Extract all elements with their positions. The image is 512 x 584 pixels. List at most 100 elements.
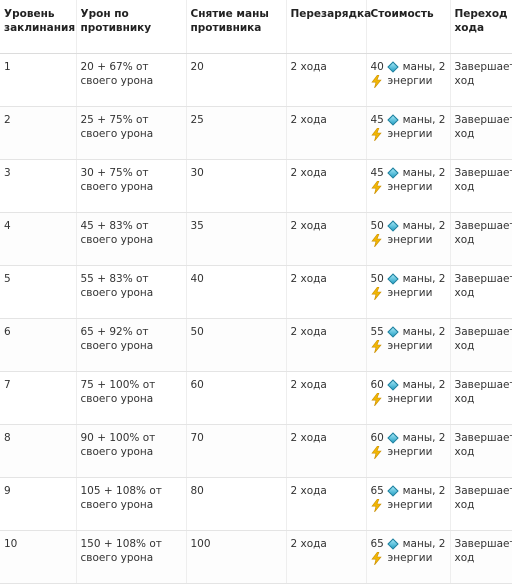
header-level: Уровень заклинания — [0, 0, 76, 54]
turn-cell: Завершает ход — [449, 212, 512, 266]
damage-cell: 45 + 83% от своего урона — [75, 212, 186, 266]
cost-mana-value: 60 — [370, 379, 384, 391]
cooldown-cell: 2 хода — [285, 371, 366, 425]
cost-energy-line: энергии — [370, 392, 446, 406]
cost-mana-line: 60 маны, 2 — [371, 431, 446, 445]
header-mana-drain: Снятие маны противника — [185, 0, 286, 54]
mana-crystal-icon — [388, 539, 398, 549]
cooldown-cell: 2 хода — [285, 106, 366, 160]
turn-cell: Завершает ход — [449, 265, 512, 319]
cost-mana-line: 40 маны, 2 — [371, 60, 446, 74]
cooldown-cell: 2 хода — [285, 212, 366, 266]
cost-energy-line: энергии — [370, 498, 446, 512]
energy-bolt-icon — [370, 339, 382, 353]
cost-mana-label: маны, 2 — [402, 114, 446, 126]
damage-cell: 30 + 75% от своего урона — [75, 159, 186, 213]
level-cell: 6 — [0, 318, 76, 372]
cost-mana-label: маны, 2 — [402, 538, 446, 550]
cost-energy-line: энергии — [370, 74, 446, 88]
cost-energy-label: энергии — [387, 552, 433, 564]
table-row: 3 30 + 75% от своего урона 30 2 хода 45 … — [0, 159, 512, 213]
energy-bolt-icon — [370, 286, 382, 300]
cost-mana-line: 50 маны, 2 — [371, 272, 446, 286]
level-cell: 8 — [0, 424, 76, 478]
cost-mana-line: 65 маны, 2 — [371, 537, 446, 551]
turn-cell: Завершает ход — [449, 53, 512, 107]
mana-crystal-icon — [388, 115, 398, 125]
cost-energy-label: энергии — [387, 393, 433, 405]
cooldown-cell: 2 хода — [285, 159, 366, 213]
level-cell: 5 — [0, 265, 76, 319]
damage-cell: 105 + 108% от своего урона — [75, 477, 186, 531]
level-cell: 10 — [0, 530, 76, 584]
cost-energy-line: энергии — [370, 445, 446, 459]
cost-mana-value: 65 — [370, 485, 384, 497]
header-cooldown: Перезарядка — [285, 0, 371, 54]
turn-cell: Завершает ход — [449, 318, 512, 372]
table-row: 2 25 + 75% от своего урона 25 2 хода 45 … — [0, 106, 512, 160]
level-cell: 4 — [0, 212, 76, 266]
mana-drain-cell: 20 — [185, 53, 286, 107]
table-row: 5 55 + 83% от своего урона 40 2 хода 50 … — [0, 265, 512, 319]
header-turn: Переход хода — [449, 0, 512, 54]
turn-cell: Завершает ход — [449, 530, 512, 584]
mana-crystal-icon — [388, 327, 398, 337]
cost-mana-value: 50 — [370, 220, 384, 232]
turn-cell: Завершает ход — [449, 424, 512, 478]
cost-energy-label: энергии — [387, 446, 433, 458]
damage-cell: 55 + 83% от своего урона — [75, 265, 186, 319]
cost-mana-line: 60 маны, 2 — [371, 378, 446, 392]
level-cell: 7 — [0, 371, 76, 425]
damage-cell: 150 + 108% от своего урона — [75, 530, 186, 584]
cost-mana-label: маны, 2 — [402, 167, 446, 179]
cost-mana-value: 45 — [370, 114, 384, 126]
mana-crystal-icon — [388, 380, 398, 390]
damage-cell: 90 + 100% от своего урона — [75, 424, 186, 478]
energy-bolt-icon — [370, 233, 382, 247]
mana-drain-cell: 25 — [185, 106, 286, 160]
cost-mana-label: маны, 2 — [402, 379, 446, 391]
cost-energy-label: энергии — [387, 128, 433, 140]
table-row: 8 90 + 100% от своего урона 70 2 хода 60… — [0, 424, 512, 478]
damage-cell: 65 + 92% от своего урона — [75, 318, 186, 372]
level-cell: 2 — [0, 106, 76, 160]
cost-energy-line: энергии — [370, 180, 446, 194]
cost-mana-label: маны, 2 — [402, 485, 446, 497]
cooldown-cell: 2 хода — [285, 530, 366, 584]
cost-cell: 45 маны, 2 энергии — [365, 159, 450, 213]
mana-drain-cell: 70 — [185, 424, 286, 478]
table-row: 9 105 + 108% от своего урона 80 2 хода 6… — [0, 477, 512, 531]
energy-bolt-icon — [370, 392, 382, 406]
cost-cell: 65 маны, 2 энергии — [365, 530, 450, 584]
cost-energy-line: энергии — [370, 233, 446, 247]
cost-energy-line: энергии — [370, 339, 446, 353]
turn-cell: Завершает ход — [449, 159, 512, 213]
energy-bolt-icon — [370, 74, 382, 88]
cost-mana-label: маны, 2 — [402, 432, 446, 444]
cooldown-cell: 2 хода — [285, 53, 366, 107]
turn-cell: Завершает ход — [449, 371, 512, 425]
cost-mana-line: 55 маны, 2 — [371, 325, 446, 339]
level-cell: 3 — [0, 159, 76, 213]
mana-crystal-icon — [388, 486, 398, 496]
mana-drain-cell: 35 — [185, 212, 286, 266]
table-row: 1 20 + 67% от своего урона 20 2 хода 40 … — [0, 53, 512, 107]
turn-cell: Завершает ход — [449, 106, 512, 160]
cost-mana-value: 60 — [370, 432, 384, 444]
cooldown-cell: 2 хода — [285, 424, 366, 478]
cooldown-cell: 2 хода — [285, 477, 366, 531]
cost-mana-value: 40 — [370, 61, 384, 73]
mana-crystal-icon — [388, 433, 398, 443]
cost-cell: 50 маны, 2 энергии — [365, 265, 450, 319]
mana-crystal-icon — [388, 274, 398, 284]
cost-mana-line: 50 маны, 2 — [371, 219, 446, 233]
cost-mana-value: 65 — [370, 538, 384, 550]
mana-crystal-icon — [388, 221, 398, 231]
mana-drain-cell: 40 — [185, 265, 286, 319]
cost-energy-line: энергии — [370, 127, 446, 141]
cost-mana-label: маны, 2 — [402, 326, 446, 338]
table-row: 7 75 + 100% от своего урона 60 2 хода 60… — [0, 371, 512, 425]
cost-energy-label: энергии — [387, 234, 433, 246]
cost-mana-line: 45 маны, 2 — [371, 166, 446, 180]
